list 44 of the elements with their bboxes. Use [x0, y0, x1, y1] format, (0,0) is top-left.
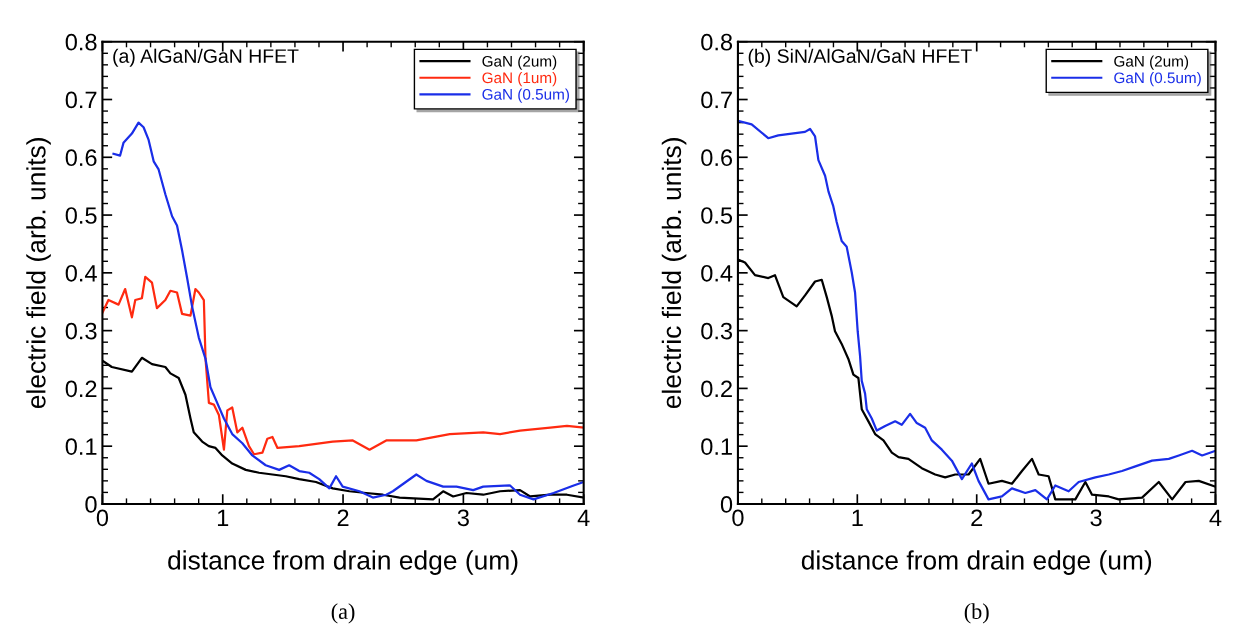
chart-title: (a) AlGaN/GaN HFET — [113, 48, 299, 67]
y-tick-label: 0 — [85, 496, 97, 513]
y-tick-label: 0.2 — [701, 380, 732, 398]
line-series — [112, 121, 584, 501]
legend-label: GaN (0.5um) — [1114, 72, 1201, 87]
x-tick-label: 0 — [732, 509, 744, 527]
text: (b) — [964, 603, 989, 624]
y-axis-title: electric field (arb. units) — [661, 138, 687, 409]
line-series — [102, 275, 584, 456]
legend-label: GaN (0.5um) — [482, 88, 569, 103]
x-tick-label: 0 — [96, 509, 109, 527]
y-tick-label: 0.1 — [65, 438, 97, 455]
x-tick-label: 4 — [577, 509, 590, 526]
legend-label: GaN (1um) — [482, 72, 557, 87]
legend-label: GaN (2um) — [1114, 55, 1189, 70]
y-tick-label: 0.8 — [701, 33, 733, 51]
y-tick-label: 0 — [720, 496, 733, 513]
x-tick-label: 2 — [971, 509, 983, 526]
x-tick-label: 2 — [337, 509, 349, 526]
text: (a) — [331, 603, 355, 624]
y-tick-label: 0.5 — [701, 207, 733, 224]
x-tick-label: 3 — [1090, 509, 1102, 527]
x-tick-label: 4 — [1209, 509, 1222, 526]
y-tick-label: 0.7 — [701, 91, 732, 109]
x-tick-label: 3 — [457, 509, 469, 527]
y-tick-label: 0.7 — [65, 91, 97, 109]
x-axis-title: distance from drain edge (um) — [801, 550, 1152, 575]
y-tick-label: 0.1 — [701, 438, 732, 455]
x-tick-label: 1 — [217, 509, 229, 526]
y-tick-label: 0.5 — [65, 207, 97, 224]
y-tick-label: 0.6 — [701, 149, 733, 167]
y-tick-label: 0.6 — [65, 149, 97, 167]
y-tick-label: 0.3 — [701, 322, 733, 340]
y-tick-label: 0.4 — [65, 264, 97, 282]
chart-title: (b) SiN/AlGaN/GaN HFET — [748, 48, 972, 67]
y-axis-title: electric field (arb. units) — [26, 138, 51, 409]
y-tick-label: 0.2 — [65, 380, 97, 398]
line-series — [737, 119, 1216, 501]
x-axis-title: distance from drain edge (um) — [168, 550, 518, 575]
legend-label: GaN (2um) — [482, 55, 557, 70]
y-tick-label: 0.3 — [65, 322, 97, 340]
x-tick-label: 1 — [852, 509, 863, 526]
y-tick-label: 0.8 — [65, 33, 97, 51]
y-tick-label: 0.4 — [701, 264, 733, 282]
